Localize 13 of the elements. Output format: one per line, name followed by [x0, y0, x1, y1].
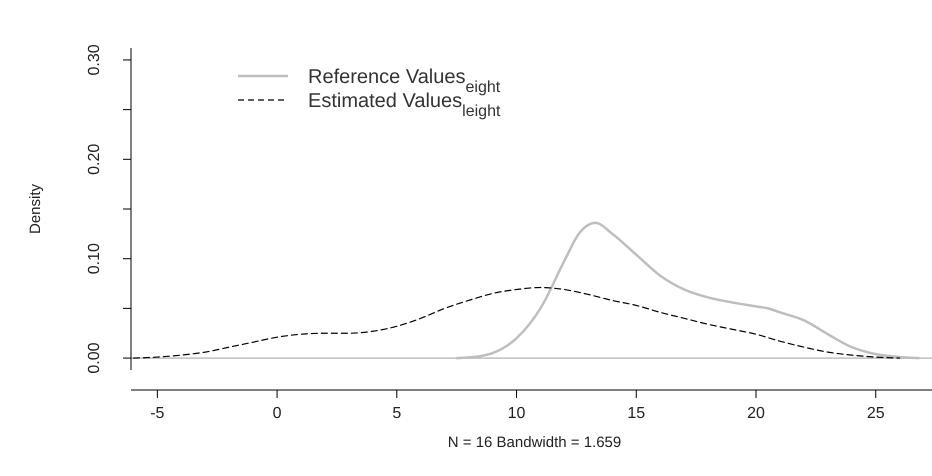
x-tick-label: 0 — [272, 405, 282, 422]
x-axis-title: N = 16 Bandwidth = 1.659 — [448, 434, 622, 451]
x-tick-label: 10 — [508, 405, 526, 422]
y-tick-label: 0.00 — [86, 342, 104, 374]
x-tick-label: 20 — [747, 405, 766, 422]
y-tick-label: 0.20 — [86, 144, 104, 175]
x-tick-label: -5 — [150, 405, 165, 422]
y-tick-label: 0.10 — [86, 243, 104, 274]
y-tick-label: 0.30 — [86, 44, 104, 76]
y-axis-title: Density — [27, 184, 44, 234]
x-tick-label: 5 — [392, 405, 402, 422]
x-tick-label: 25 — [866, 405, 885, 422]
x-tick-label: 15 — [627, 405, 646, 422]
